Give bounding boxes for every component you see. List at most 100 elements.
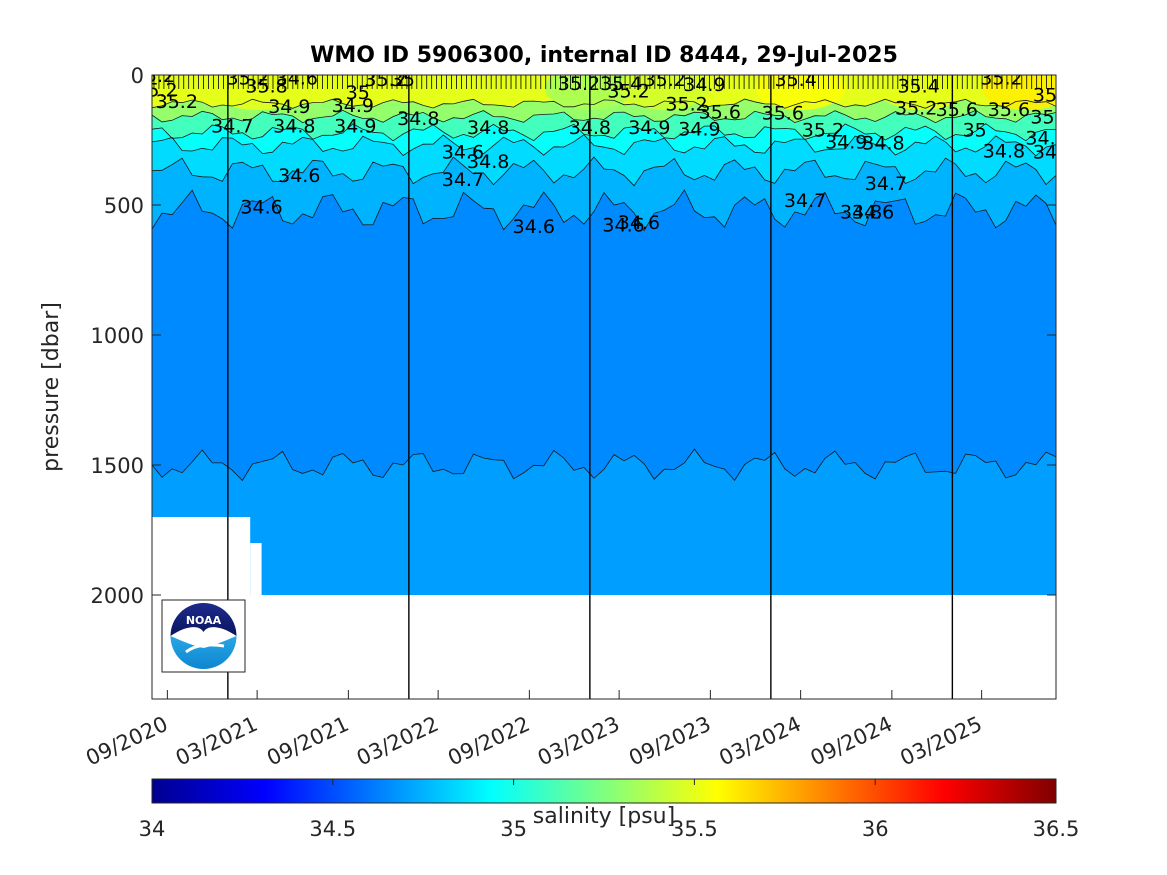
contour-label: 35.6 bbox=[699, 101, 741, 123]
contour-label: 34.7 bbox=[211, 116, 253, 138]
x-tick-label: 03/2025 bbox=[897, 712, 986, 771]
colorbar: 34 34.5 35 35.5 36 36.5 salinity [psu] bbox=[139, 778, 1080, 841]
contour-line-35 bbox=[152, 123, 1056, 142]
contour-label: 35.6 bbox=[936, 99, 978, 121]
contour-label: 35.2 bbox=[135, 79, 177, 101]
contour-label: 34.6 bbox=[513, 216, 555, 238]
contour-label: 34.8 bbox=[569, 117, 611, 139]
contour-line-35.2 bbox=[152, 109, 1056, 124]
x-tick-label: 09/2024 bbox=[807, 712, 896, 771]
contour-label: 34.8 bbox=[862, 133, 904, 155]
contour-label: 34.6 bbox=[278, 165, 320, 187]
surface-patch bbox=[212, 75, 303, 110]
contour-label: 34.6 bbox=[240, 196, 282, 218]
contour-label: 35.2 bbox=[644, 69, 686, 91]
contour-label: 34.6 bbox=[618, 212, 660, 234]
contour-label: 35.2 bbox=[558, 73, 600, 95]
x-tick-label: 09/2021 bbox=[263, 712, 352, 771]
y-tick-label: 0 bbox=[131, 64, 144, 88]
contour-label: 35.4 bbox=[775, 69, 817, 91]
contour-line-34.7 bbox=[152, 189, 1056, 232]
no-data-region bbox=[152, 517, 1056, 699]
contour-label: 35.4 bbox=[600, 73, 642, 95]
contour-label: 35.2 bbox=[156, 91, 198, 113]
contour-label: 34.7 bbox=[865, 173, 907, 195]
y-tick-label: 1500 bbox=[91, 454, 144, 478]
x-tick-label: 09/2023 bbox=[625, 712, 714, 771]
contour-label: 34.8 bbox=[397, 108, 439, 130]
contour-label: 34.9 bbox=[678, 118, 720, 140]
colorbar-tick-label: 36.5 bbox=[1033, 817, 1080, 841]
contour-label: 35.2 bbox=[980, 68, 1022, 90]
contour-label: 34.6 bbox=[852, 202, 894, 224]
contour-label: 34.7 bbox=[784, 190, 826, 212]
contour-label: 34.7 bbox=[1033, 142, 1075, 164]
contour-label: 35.2 bbox=[802, 120, 844, 142]
contour-line-34.9 bbox=[152, 134, 1056, 157]
colorbar-tick-label: 34.5 bbox=[309, 817, 356, 841]
svg-text:NOAA: NOAA bbox=[186, 614, 222, 627]
contour-lines bbox=[152, 98, 1056, 482]
contour-label: 35.8 bbox=[245, 75, 287, 97]
contour-label: 35.2 bbox=[133, 65, 175, 87]
contour-label: 34.6 bbox=[442, 142, 484, 164]
contour-label: 35 bbox=[963, 120, 987, 142]
contour-label: 34.7 bbox=[1025, 127, 1067, 149]
surface-patch bbox=[877, 75, 968, 110]
contour-label: 34.8 bbox=[273, 116, 315, 138]
x-tick-label: 09/2020 bbox=[82, 712, 171, 771]
colorbar-gradient bbox=[151, 778, 1057, 804]
y-tick-label: 2000 bbox=[91, 584, 144, 608]
contour-label: 35.2 bbox=[665, 94, 707, 116]
y-axis: 0 500 1000 1500 2000 bbox=[91, 64, 1056, 608]
colorbar-label: salinity [psu] bbox=[533, 804, 675, 829]
x-tick-label: 03/2022 bbox=[353, 712, 442, 771]
contour-line-35.4 bbox=[152, 98, 1056, 109]
colorbar-tick-label: 36 bbox=[862, 817, 889, 841]
contour-label: 34.8 bbox=[840, 202, 882, 224]
x-tick-label: 03/2021 bbox=[172, 712, 261, 771]
plot-frame bbox=[151, 74, 1057, 700]
contour-line-34.8 bbox=[152, 156, 1056, 187]
chart-title: WMO ID 5906300, internal ID 8444, 29-Jul… bbox=[310, 43, 898, 68]
contour-label: 35.2 bbox=[227, 68, 269, 90]
x-tick-label: 03/2023 bbox=[534, 712, 623, 771]
contour-line-34.6 bbox=[152, 448, 1056, 482]
y-tick-label: 500 bbox=[104, 194, 144, 218]
y-axis-label: pressure [dbar] bbox=[39, 302, 64, 472]
contour-label: 34.9 bbox=[683, 74, 725, 96]
surface-patch bbox=[982, 75, 1056, 110]
contour-label: 34.6 bbox=[602, 215, 644, 237]
colorbar-tick-label: 35 bbox=[500, 817, 527, 841]
contour-label: 34.9 bbox=[825, 131, 867, 153]
contour-label: 35.6 bbox=[762, 103, 804, 125]
contour-label: 35 bbox=[346, 82, 370, 104]
contour-label: 34.9 bbox=[628, 117, 670, 139]
contour-label: 35.2 bbox=[607, 81, 649, 103]
no-data-fill bbox=[152, 595, 1056, 699]
x-axis: 09/2020 03/2021 09/2021 03/2022 09/2022 03/20… bbox=[82, 690, 986, 771]
salinity-fill-layers bbox=[152, 75, 1056, 595]
x-tick-label: 03/2024 bbox=[716, 712, 805, 771]
contour-label: 34.8 bbox=[467, 151, 509, 173]
no-data-notch bbox=[250, 543, 262, 596]
profile-markers bbox=[153, 75, 1052, 89]
noaa-logo: NOAA bbox=[161, 599, 246, 673]
contour-label: 35 bbox=[391, 69, 415, 91]
x-tick-label: 09/2022 bbox=[444, 712, 533, 771]
contour-label: 34.9 bbox=[332, 95, 374, 117]
contour-label: 35.4 bbox=[1030, 107, 1072, 129]
contour-label: 34.9 bbox=[334, 116, 376, 138]
plot-area: 35.235.235.235.235.834.634.934.634.634.7… bbox=[133, 65, 1075, 699]
contour-labels: 35.235.235.235.235.834.634.934.634.634.7… bbox=[133, 65, 1075, 238]
no-data-notch bbox=[152, 517, 251, 596]
contour-label: 35.6 bbox=[988, 99, 1030, 121]
colorbar-tick-label: 35.5 bbox=[671, 817, 718, 841]
contour-label: 34.7 bbox=[442, 169, 484, 191]
contour-label: 34.6 bbox=[276, 68, 318, 90]
contour-label: 35.2 bbox=[1033, 85, 1075, 107]
year-boundary-lines bbox=[227, 75, 954, 699]
y-tick-label: 1000 bbox=[91, 324, 144, 348]
contour-label: 35.4 bbox=[897, 75, 939, 97]
